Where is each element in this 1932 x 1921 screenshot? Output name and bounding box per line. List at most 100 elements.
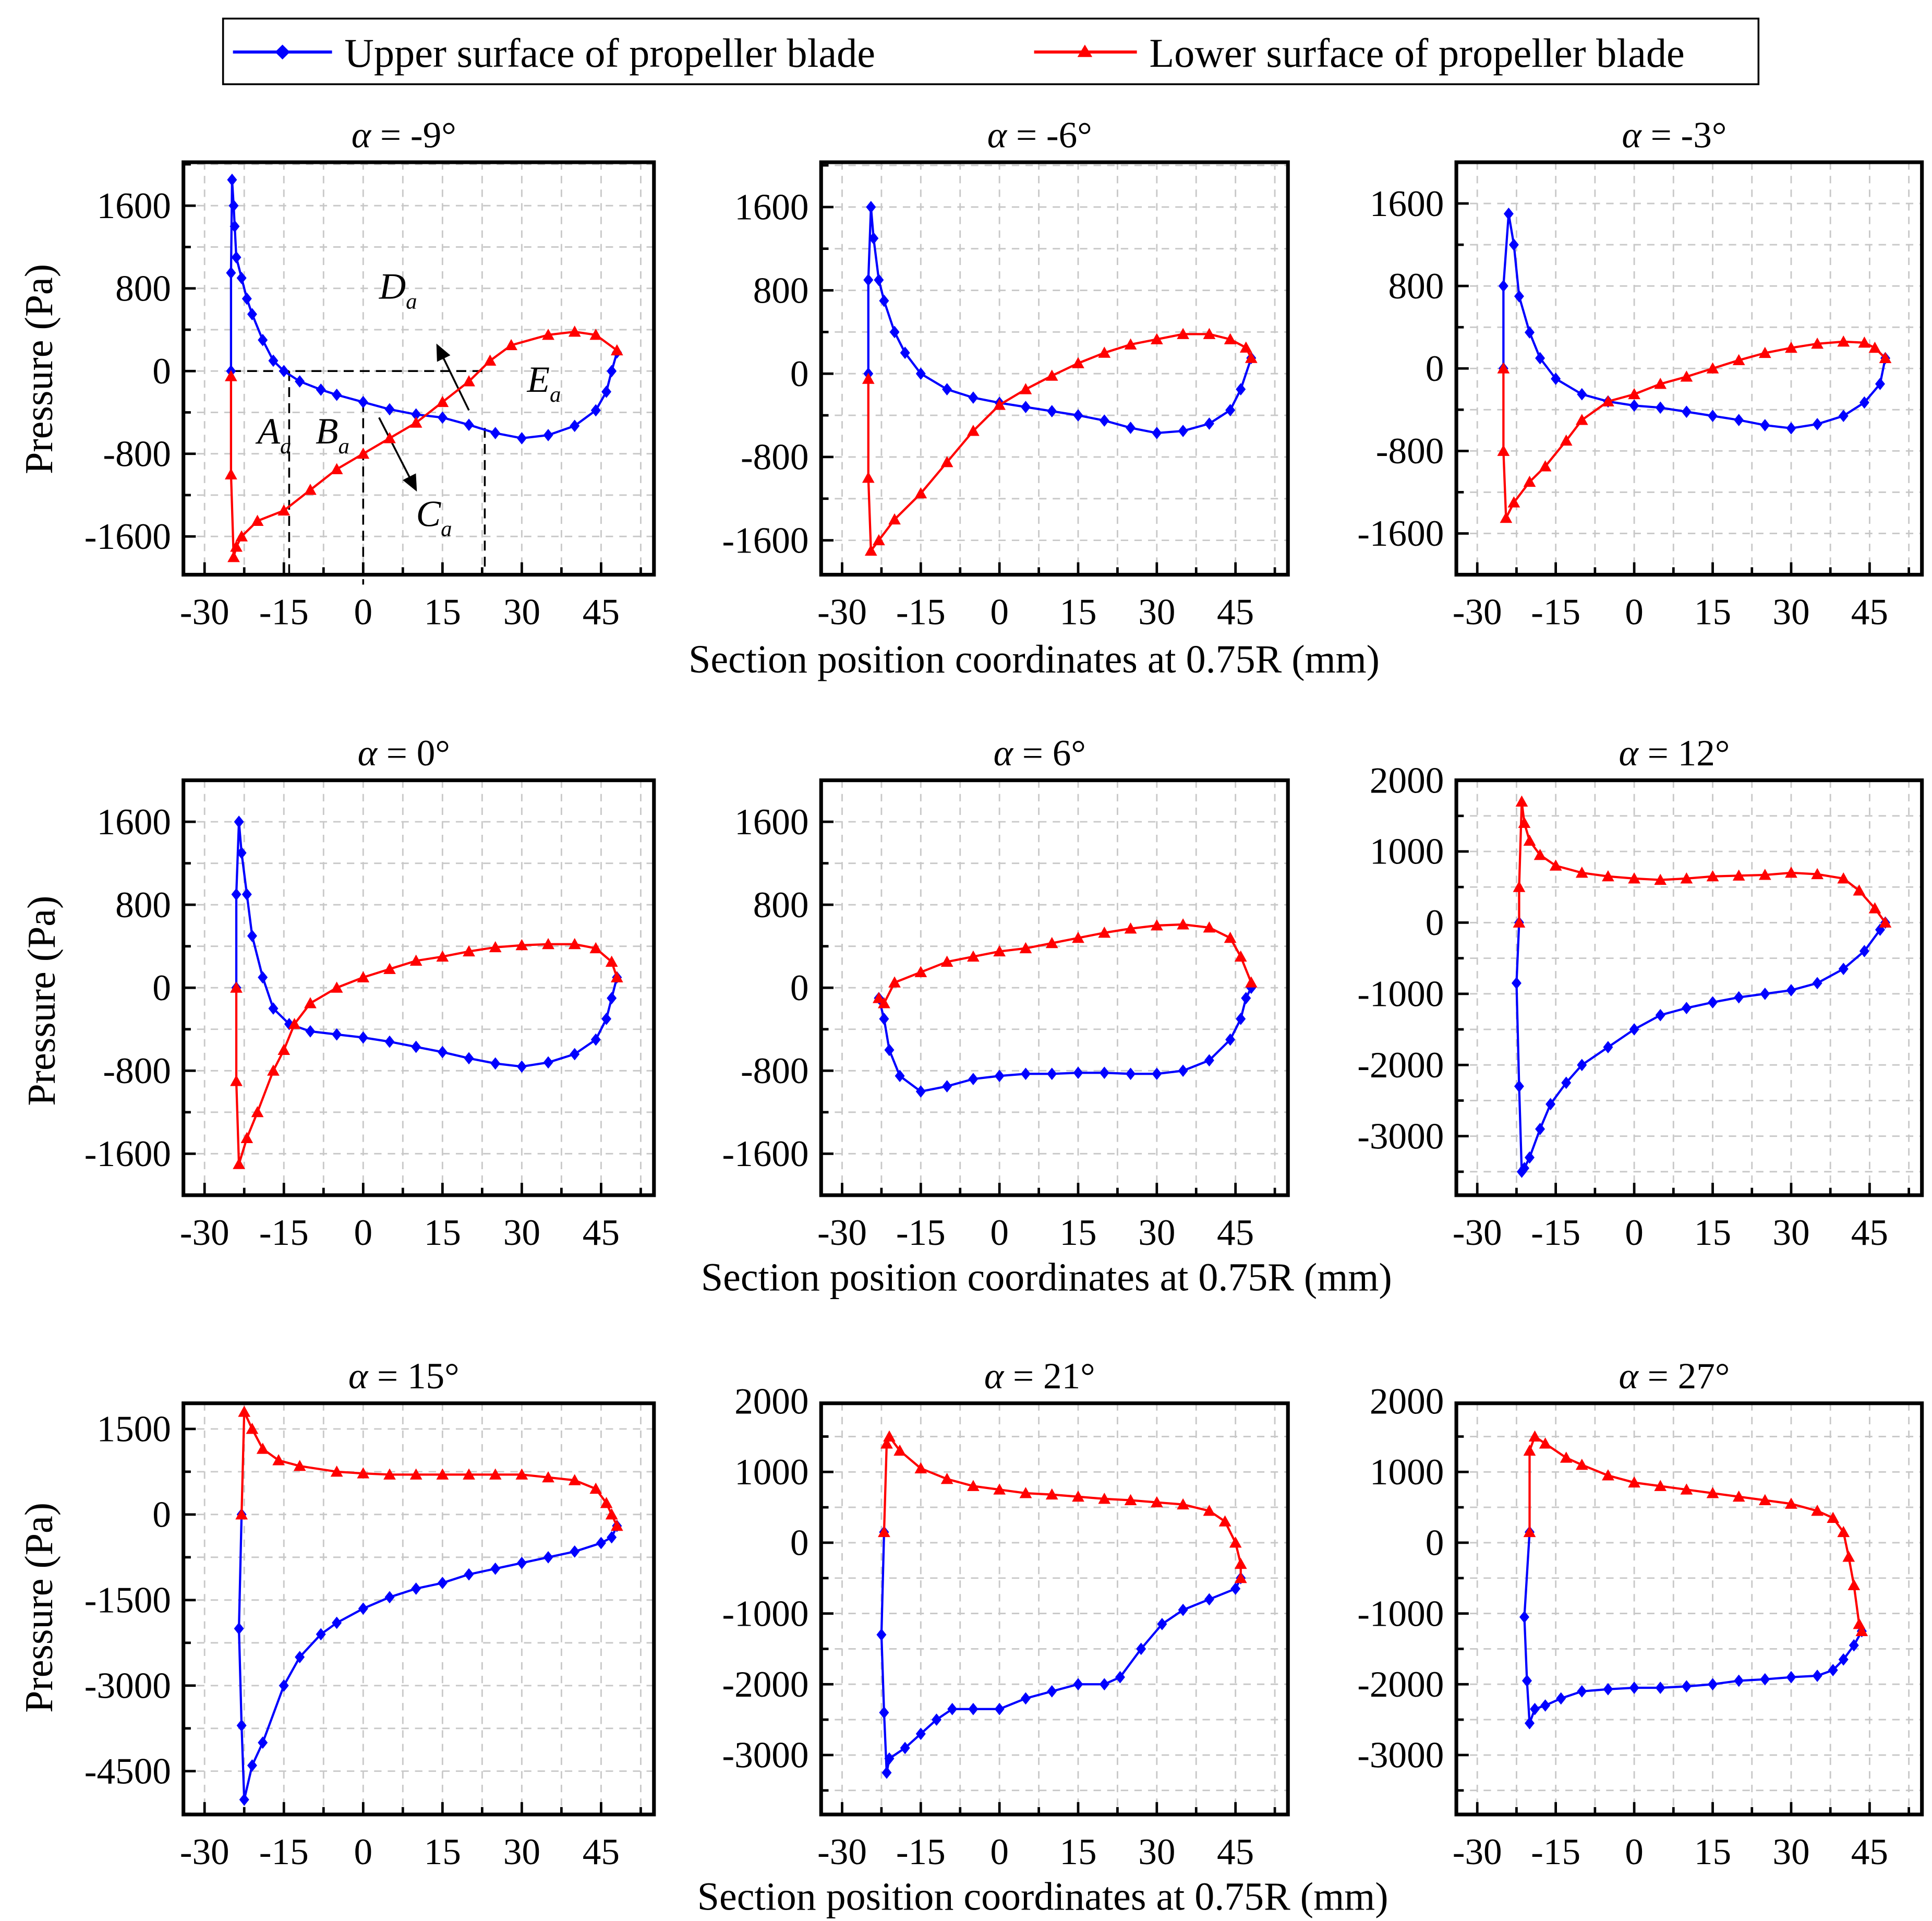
y-tick-label: 1600 [97,186,171,226]
lower-surface-point [383,432,396,443]
plot-frame [182,1401,656,1817]
upper-surface-point [1859,396,1869,409]
upper-surface-point [874,273,884,286]
upper-surface-point [1577,388,1587,401]
panel-4: -30 -15 0 15 30 45 -1600 -800 0 800 1600 α = 0° [84,733,656,1253]
upper-surface-point [570,419,580,433]
y-tick-label: 1600 [734,802,808,843]
x-tick-label: 15 [1694,1212,1731,1253]
upper-surface-point [236,272,247,284]
upper-surface-point [1530,1702,1540,1715]
lower-surface-point [1785,1497,1797,1509]
lower-surface-point [1785,867,1797,878]
upper-surface-point [1047,405,1057,417]
upper-surface-point [915,1727,926,1740]
lower-surface-point [225,468,237,479]
upper-surface-line [1502,213,1887,430]
upper-surface-point [915,367,926,380]
lower-surface-point [409,954,422,966]
lower-surface-point [409,1468,422,1480]
upper-surface-point [295,375,305,388]
upper-surface-point [464,1568,474,1581]
y-tick-label: 0 [1426,349,1444,389]
upper-surface-point [1603,1683,1613,1696]
upper-surface-point [590,1033,601,1046]
lower-surface-point [1549,859,1562,871]
upper-surface-point [1126,1067,1136,1080]
increase-arrow [436,343,470,411]
lower-surface-point [1785,341,1797,353]
upper-surface-point [1241,992,1251,1004]
y-tick-label: -3000 [722,1735,808,1776]
upper-surface-line [880,1532,1242,1773]
upper-surface-point [1225,1033,1236,1046]
upper-surface-point [234,815,244,828]
lower-surface-point [605,955,618,967]
lower-surface-point [330,463,343,474]
upper-surface-point [437,1577,448,1589]
lower-surface-point [1879,352,1892,363]
upper-surface-point [437,1046,448,1059]
x-tick-label: -30 [817,1832,867,1872]
lower-surface-point [225,370,237,381]
upper-surface-point [1655,401,1665,414]
y-tick-label: -1500 [84,1580,171,1621]
y-tick-label: 800 [1388,266,1444,307]
upper-surface-point [358,395,368,409]
legend: Upper surface of propeller blade Lower s… [222,17,1760,86]
lower-surface-point [1575,414,1588,425]
upper-surface-point [1629,1023,1639,1036]
lower-surface-point [940,456,953,467]
upper-surface-point [411,1582,421,1595]
lower-surface-point [967,1480,980,1491]
lower-surface-point [230,981,243,993]
lower-surface-point [589,1482,602,1494]
x-tick-label: 15 [424,1212,461,1253]
x-tick-label: -30 [817,1212,867,1253]
lower-surface-point [1848,1579,1861,1590]
upper-surface-point [1522,1674,1532,1687]
lower-surface-point [1758,346,1771,358]
x-tick-label: 15 [424,592,461,632]
y-tick-label: -3000 [1357,1735,1444,1776]
upper-surface-point [879,1013,889,1025]
upper-surface-point [1204,1593,1214,1606]
lower-surface-point [1019,942,1032,954]
upper-surface-point [411,408,421,421]
x-tick-label: -15 [896,1212,946,1253]
lower-surface-point [1523,475,1536,487]
x-tick-label: -30 [1453,1212,1502,1253]
lower-surface-point [1019,383,1032,394]
x-tick-label: 30 [1772,592,1809,632]
y-tick-label: 800 [115,268,171,309]
lower-surface-point [383,1468,396,1480]
lower-surface-point [568,938,581,950]
lower-surface-point [1045,369,1058,381]
upper-surface-point [242,888,252,901]
y-tick-label: 1600 [97,802,171,843]
lower-surface-point [1758,869,1771,880]
x-tick-label: 30 [1772,1832,1809,1872]
lower-surface-point [1072,357,1084,368]
x-tick-label: 30 [1138,1212,1175,1253]
lower-surface-point [515,1468,528,1480]
x-tick-label: -15 [259,592,309,632]
x-tick-label: -30 [1453,1832,1502,1872]
x-tick-label: 45 [583,592,620,632]
x-tick-label: 45 [1217,1212,1254,1253]
y-tick-label: -1000 [722,1593,808,1634]
x-tick-label: 15 [1059,1212,1096,1253]
upper-surface-point [1708,996,1718,1009]
x-tick-label: 45 [1851,592,1888,632]
upper-surface-point [1556,1692,1566,1705]
upper-surface-point [931,1713,941,1726]
y-tick-label: -1600 [84,517,171,557]
lower-surface-point [1045,1488,1058,1500]
panel-title: α = -9° [352,115,456,156]
y-tick-label: 2000 [1370,760,1444,801]
lower-surface-point [304,997,317,1008]
upper-surface-point [1503,207,1514,220]
lower-surface-point [1245,976,1258,988]
lower-surface-point [1150,333,1163,344]
upper-surface-point [247,929,257,942]
